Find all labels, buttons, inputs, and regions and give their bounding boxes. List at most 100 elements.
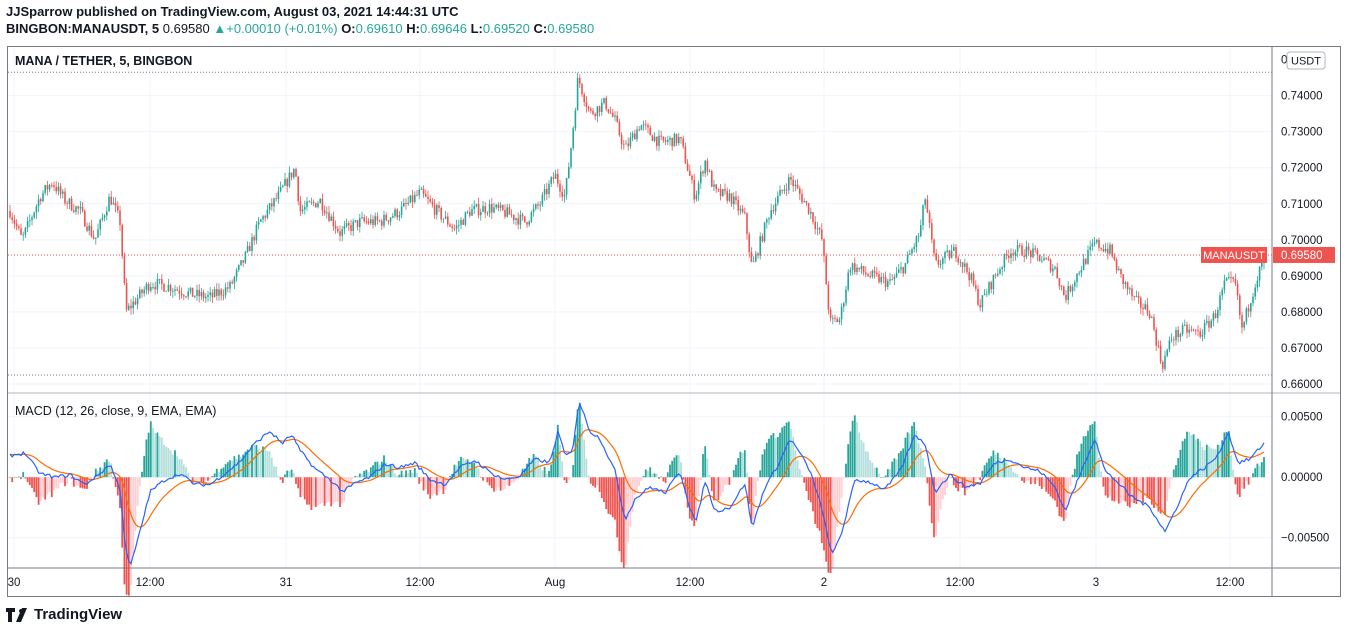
candle-body <box>209 292 211 296</box>
candle-body <box>614 115 616 117</box>
candle-body <box>451 226 453 228</box>
candle-body <box>603 98 605 103</box>
candle-body <box>660 135 662 137</box>
candle-body <box>407 202 409 205</box>
candle-body <box>15 223 18 227</box>
macd-histogram-bar <box>125 477 128 595</box>
macd-histogram-bar <box>127 477 130 596</box>
macd-histogram-bar <box>763 449 766 478</box>
macd-histogram-bar <box>1164 477 1166 515</box>
candle-body <box>843 303 845 307</box>
candle-body <box>213 289 216 297</box>
candle-body <box>343 226 346 230</box>
candle-body <box>220 289 222 296</box>
candle-body <box>594 113 596 117</box>
macd-histogram-bar <box>963 477 966 496</box>
macd-histogram-bar <box>501 477 504 491</box>
candle-body <box>189 287 192 292</box>
close-label: C: <box>533 21 548 36</box>
macd-histogram-bar <box>154 433 157 478</box>
macd-histogram-bar <box>314 477 317 507</box>
candle-body <box>805 201 808 204</box>
candle-body <box>257 221 260 225</box>
macd-histogram-bar <box>1249 477 1252 479</box>
candle-body <box>365 221 368 222</box>
axes: 0.74000 0.73000 0.72000 0.71000 0.70000 0.690… <box>8 47 1340 597</box>
macd-histogram-bar <box>156 432 159 478</box>
macd-histogram-bar <box>134 477 137 531</box>
candle-body <box>158 279 161 280</box>
macd-histogram-bar <box>919 448 922 478</box>
candle-body <box>576 77 579 111</box>
macd-histogram-bar <box>323 477 326 506</box>
macd-histogram-bar <box>512 477 515 483</box>
tradingview-logo[interactable]: TradingView <box>6 606 122 623</box>
candle-body <box>983 293 986 296</box>
candle-body <box>713 184 715 187</box>
macd-histogram-bar <box>185 467 187 478</box>
macd-histogram-bar <box>1263 457 1265 478</box>
macd-histogram-bar <box>834 477 836 548</box>
macd-histogram-bar <box>1071 474 1074 478</box>
macd-histogram-bar <box>99 467 102 478</box>
candle-body <box>1089 246 1091 251</box>
macd-histogram-bar <box>1135 477 1138 505</box>
candle-body <box>26 221 29 228</box>
candle-body <box>880 276 882 283</box>
macd-histogram-bar <box>1155 477 1158 508</box>
candle-body <box>103 215 106 218</box>
macd-histogram-bar <box>1080 443 1083 478</box>
candle-body <box>746 213 748 235</box>
candle-body <box>42 192 44 202</box>
macd-histogram-bar <box>849 431 852 478</box>
candle-body <box>548 183 550 195</box>
candle-body <box>981 295 984 308</box>
macd-histogram-bar <box>895 459 898 478</box>
macd-histogram-bar <box>240 457 242 478</box>
candle-body <box>172 290 174 292</box>
macd-histogram-bar <box>1210 448 1213 478</box>
macd-histogram-bar <box>660 476 663 478</box>
candle-body <box>134 301 137 305</box>
candle-body <box>84 210 86 227</box>
macd-histogram-bar <box>647 470 649 478</box>
candle-body <box>81 206 84 211</box>
macd-histogram-bar <box>933 477 935 538</box>
candle-body <box>1236 283 1239 296</box>
macd-histogram-bar <box>935 477 938 537</box>
macd-histogram-bar <box>477 468 480 478</box>
macd-histogram-bar <box>319 477 322 504</box>
candle-body <box>774 203 777 212</box>
candle-body <box>543 188 546 195</box>
candle-body <box>70 198 73 211</box>
candle-body <box>961 262 964 267</box>
candle-body <box>383 214 385 226</box>
candle-body <box>1122 274 1124 285</box>
macd-histogram-bar <box>1223 432 1226 478</box>
macd-histogram-bar <box>803 477 806 483</box>
macd-histogram-bar <box>112 477 115 479</box>
candle-body <box>517 218 519 225</box>
macd-histogram-bar <box>504 477 506 489</box>
macd-histogram-bar <box>1051 477 1054 499</box>
macd-histogram-bar <box>609 477 612 515</box>
candle-body <box>1252 296 1254 304</box>
candle-body <box>1012 253 1014 256</box>
macd-histogram-bar <box>1214 449 1217 478</box>
candle-body <box>1047 258 1050 260</box>
candle-body <box>1109 244 1111 254</box>
price-tick-label: 0.67000 <box>1281 343 1323 355</box>
macd-histogram-bar <box>28 477 31 486</box>
macd-histogram-bar <box>528 458 531 478</box>
candle-body <box>1151 317 1153 319</box>
candle-body <box>1199 331 1201 337</box>
candle-body <box>310 201 313 203</box>
macd-histogram-bar <box>1225 431 1228 478</box>
candle-body <box>504 209 506 217</box>
candle-body <box>552 177 555 179</box>
candle-body <box>1118 268 1120 271</box>
candle-body <box>1142 307 1144 310</box>
macd-histogram-bar <box>145 439 148 478</box>
macd-histogram-bar <box>922 457 924 478</box>
